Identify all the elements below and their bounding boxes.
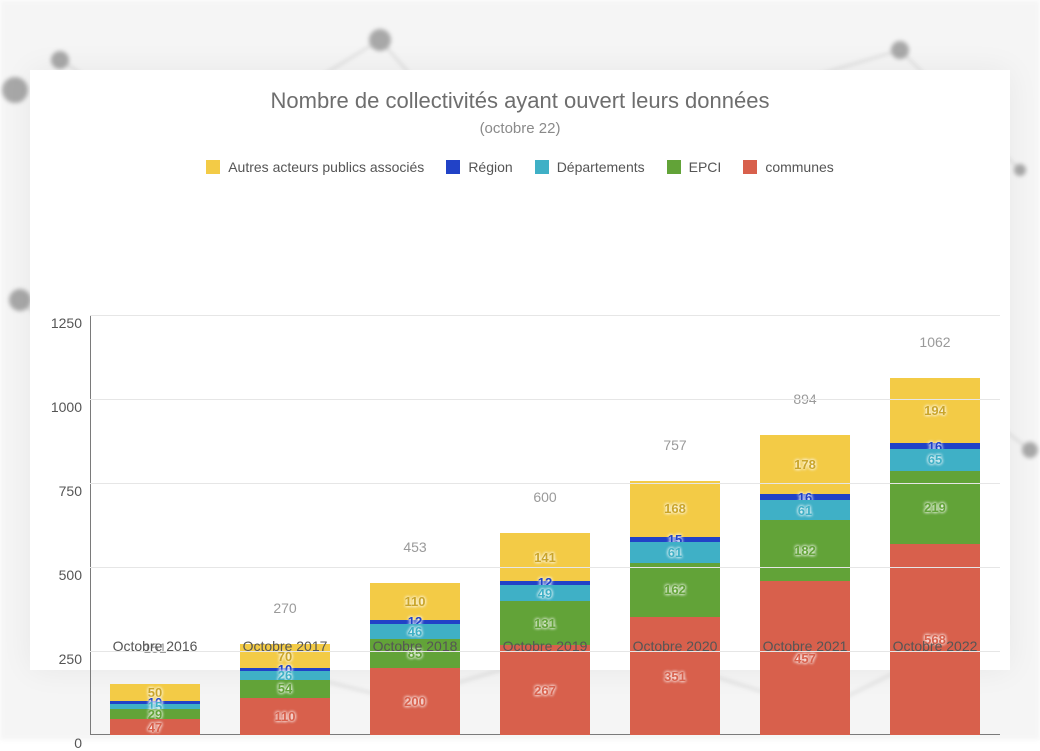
legend-swatch xyxy=(206,160,220,174)
bar-segment-epci[interactable]: 29 xyxy=(110,709,200,719)
legend-swatch xyxy=(667,160,681,174)
bar-slot: 56821965161941062 xyxy=(870,378,1000,735)
bar-segment-communes[interactable]: 351 xyxy=(630,617,720,735)
bar-total-label: 600 xyxy=(480,489,610,505)
bar-total-label: 1062 xyxy=(870,334,1000,350)
legend-swatch xyxy=(743,160,757,174)
bar-segment-epci[interactable]: 54 xyxy=(240,680,330,698)
bar-slot: 4571826116178894 xyxy=(740,435,870,735)
bar-stack[interactable]: 3511626115168 xyxy=(630,481,720,735)
bar-segment-departements[interactable]: 49 xyxy=(500,585,590,601)
gridline xyxy=(90,315,1000,316)
legend-label: Région xyxy=(468,159,512,175)
bar-segment-autres[interactable]: 194 xyxy=(890,378,980,443)
gridline xyxy=(90,483,1000,484)
legend-item-departements[interactable]: Départements xyxy=(535,159,645,175)
bar-segment-autres[interactable]: 50 xyxy=(110,684,200,701)
bar-slot: 11054261070270 xyxy=(220,644,350,735)
bar-slot: 3511626115168757 xyxy=(610,481,740,735)
x-tick-label: Octobre 2017 xyxy=(220,638,350,654)
y-tick-label: 1000 xyxy=(51,399,90,415)
x-tick-label: Octobre 2021 xyxy=(740,638,870,654)
gridline xyxy=(90,567,1000,568)
bar-segment-departements[interactable]: 65 xyxy=(890,449,980,471)
bar-stack[interactable]: 11054261070 xyxy=(240,644,330,735)
bar-segment-communes[interactable]: 267 xyxy=(500,645,590,735)
bar-segment-autres[interactable]: 168 xyxy=(630,481,720,537)
bar-segment-departements[interactable]: 46 xyxy=(370,624,460,639)
bar-segment-communes[interactable]: 457 xyxy=(760,581,850,735)
bar-segment-epci[interactable]: 162 xyxy=(630,563,720,617)
bar-stack[interactable]: 5682196516194 xyxy=(890,378,980,735)
plot-area: 4729151050151110542610702702008546121104… xyxy=(90,315,1000,735)
bar-stack[interactable]: 200854612110 xyxy=(370,583,460,735)
y-tick-label: 0 xyxy=(74,735,90,751)
x-tick-label: Octobre 2019 xyxy=(480,638,610,654)
y-tick-label: 250 xyxy=(59,651,90,667)
chart-panel: Nombre de collectivités ayant ouvert leu… xyxy=(30,70,1010,670)
bar-total-label: 757 xyxy=(610,437,740,453)
legend-item-epci[interactable]: EPCI xyxy=(667,159,722,175)
bar-segment-autres[interactable]: 110 xyxy=(370,583,460,620)
legend-swatch xyxy=(535,160,549,174)
legend-swatch xyxy=(446,160,460,174)
legend-label: Départements xyxy=(557,159,645,175)
bar-stack[interactable]: 4571826116178 xyxy=(760,435,850,735)
bar-segment-communes[interactable]: 47 xyxy=(110,719,200,735)
gridline xyxy=(90,399,1000,400)
chart-legend: Autres acteurs publics associés Région Dép… xyxy=(30,159,1010,175)
bar-segment-epci[interactable]: 182 xyxy=(760,520,850,581)
bar-segment-communes[interactable]: 110 xyxy=(240,698,330,735)
bar-segment-autres[interactable]: 178 xyxy=(760,435,850,495)
bar-segment-epci[interactable]: 219 xyxy=(890,471,980,545)
chart-subtitle: (octobre 22) xyxy=(30,120,1010,137)
y-tick-label: 750 xyxy=(59,483,90,499)
legend-item-autres[interactable]: Autres acteurs publics associés xyxy=(206,159,424,175)
legend-item-communes[interactable]: communes xyxy=(743,159,833,175)
y-tick-label: 1250 xyxy=(51,315,90,331)
legend-label: communes xyxy=(765,159,833,175)
x-tick-label: Octobre 2022 xyxy=(870,638,1000,654)
bars-container: 4729151050151110542610702702008546121104… xyxy=(90,315,1000,735)
bar-stack[interactable]: 2671314912141 xyxy=(500,533,590,735)
bar-segment-departements[interactable]: 61 xyxy=(760,500,850,520)
bar-stack[interactable]: 4729151050 xyxy=(110,684,200,735)
bar-segment-autres[interactable]: 141 xyxy=(500,533,590,580)
bar-segment-communes[interactable]: 200 xyxy=(370,668,460,735)
chart-title: Nombre de collectivités ayant ouvert leu… xyxy=(30,88,1010,114)
bar-slot: 4729151050151 xyxy=(90,684,220,735)
legend-label: Autres acteurs publics associés xyxy=(228,159,424,175)
bar-segment-departements[interactable]: 26 xyxy=(240,671,330,680)
bar-total-label: 453 xyxy=(350,539,480,555)
x-tick-label: Octobre 2020 xyxy=(610,638,740,654)
x-axis-labels: Octobre 2016Octobre 2017Octobre 2018Octo… xyxy=(90,638,1000,654)
bar-slot: 2671314912141600 xyxy=(480,533,610,735)
bar-segment-departements[interactable]: 61 xyxy=(630,542,720,562)
bar-total-label: 270 xyxy=(220,600,350,616)
x-tick-label: Octobre 2016 xyxy=(90,638,220,654)
x-tick-label: Octobre 2018 xyxy=(350,638,480,654)
y-tick-label: 500 xyxy=(59,567,90,583)
bar-slot: 200854612110453 xyxy=(350,583,480,735)
legend-item-region[interactable]: Région xyxy=(446,159,512,175)
legend-label: EPCI xyxy=(689,159,722,175)
